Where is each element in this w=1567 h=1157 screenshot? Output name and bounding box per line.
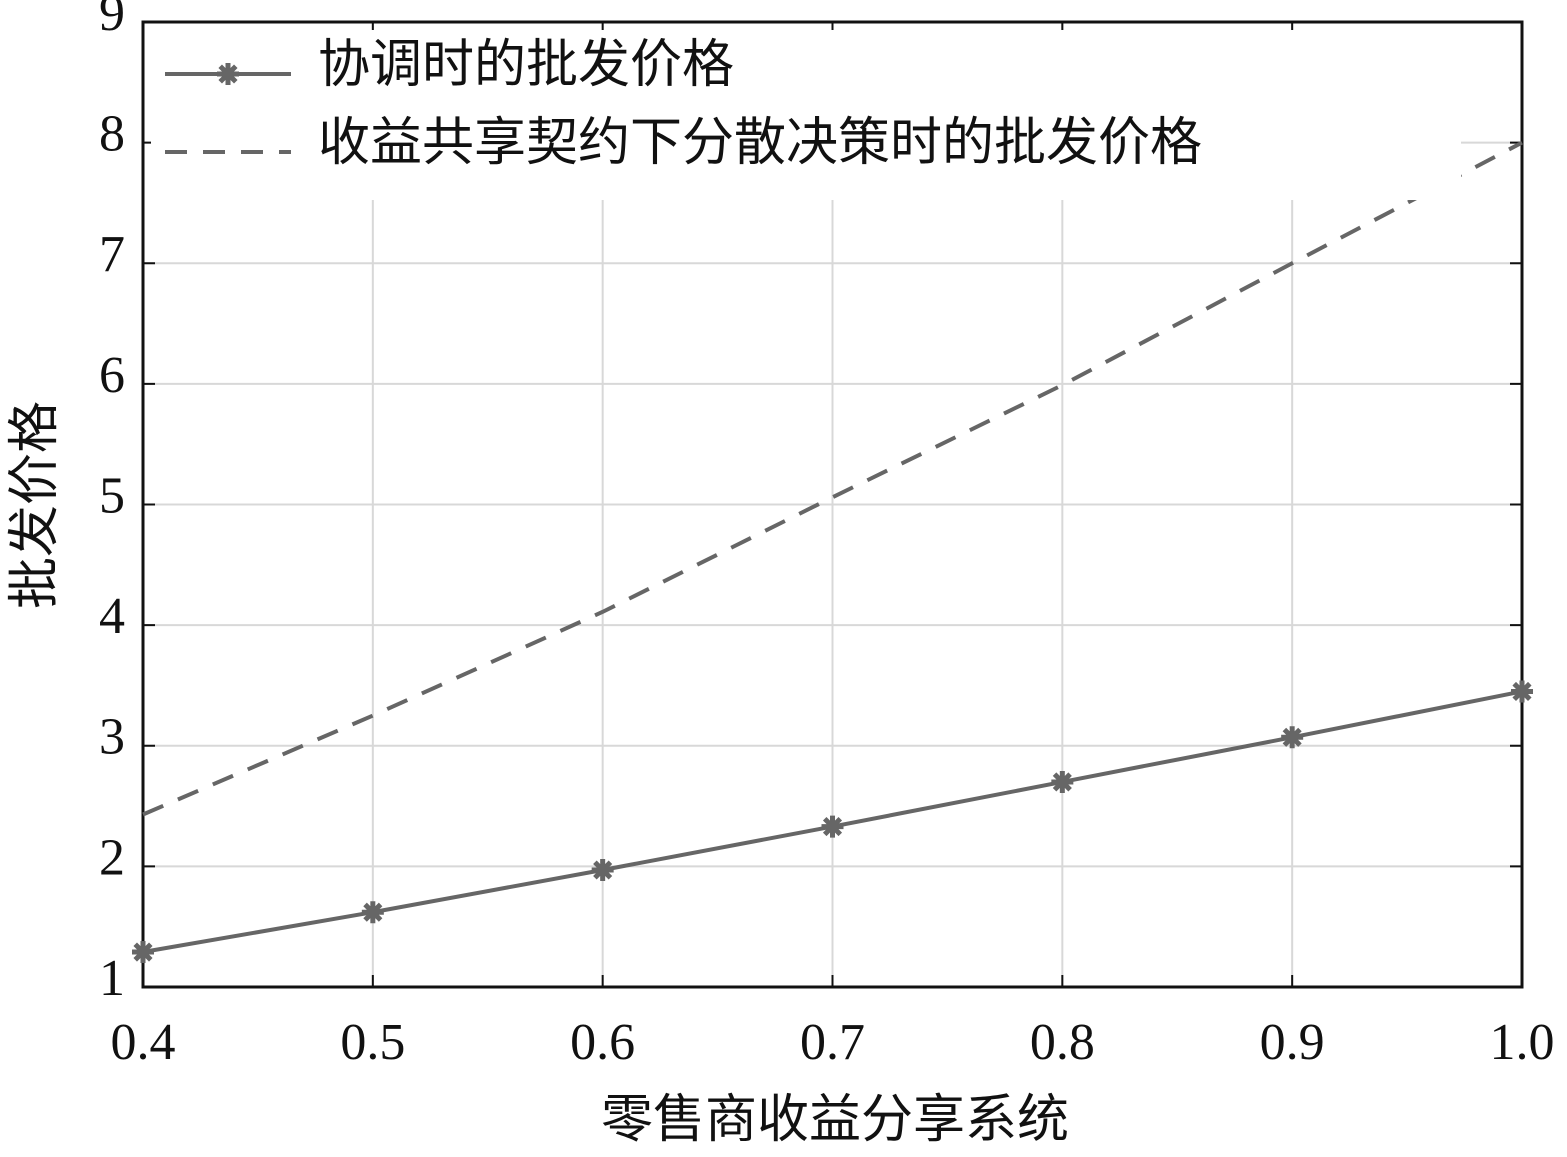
data-marker: [132, 941, 154, 964]
data-marker: [1511, 680, 1533, 703]
data-marker: [591, 858, 614, 881]
data-marker: [1281, 726, 1304, 749]
x-tick-label: 1.0: [1490, 1014, 1555, 1071]
x-tick-label: 0.4: [111, 1014, 176, 1071]
y-tick-label: 2: [99, 829, 125, 886]
y-tick-label: 4: [99, 588, 125, 645]
data-marker: [1051, 770, 1074, 793]
y-tick-label: 9: [99, 0, 125, 42]
x-tick-label: 0.6: [570, 1014, 635, 1071]
x-tick-label: 0.8: [1030, 1014, 1095, 1071]
y-tick-label: 6: [99, 347, 125, 404]
x-tick-label: 0.9: [1260, 1014, 1325, 1071]
y-tick-label: 8: [99, 106, 125, 163]
y-tick-label: 5: [99, 467, 125, 524]
y-tick-label: 7: [99, 226, 125, 283]
y-tick-label: 1: [99, 950, 125, 1007]
data-marker: [361, 901, 384, 924]
y-axis-label: 批发价格: [7, 401, 64, 609]
legend-label: 收益共享契约下分散决策时的批发价格: [318, 115, 1202, 172]
data-marker: [821, 815, 844, 838]
y-tick-label: 3: [99, 709, 125, 766]
legend-marker: [217, 63, 239, 85]
x-tick-label: 0.5: [340, 1014, 405, 1071]
x-axis-label: 零售商收益分享系统: [601, 1092, 1069, 1149]
x-tick-label: 0.7: [800, 1014, 865, 1071]
legend-box: [151, 30, 1461, 200]
plot-frame: [141, 20, 1524, 989]
legend-label: 协调时的批发价格: [318, 37, 734, 94]
data-line: [142, 140, 1523, 817]
